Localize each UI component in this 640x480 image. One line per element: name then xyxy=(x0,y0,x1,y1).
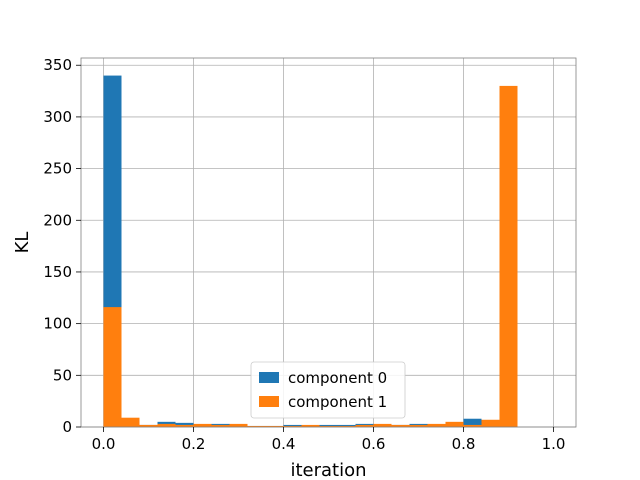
y-tick-label: 200 xyxy=(43,211,72,229)
bar-component-1-bin-20 xyxy=(463,424,482,427)
x-axis-label: iteration xyxy=(290,460,366,480)
bar-component-1-bin-18 xyxy=(427,423,446,427)
bar-component-1-bin-7 xyxy=(229,423,248,427)
bar-component-1-bin-8 xyxy=(247,425,266,427)
y-tick-label: 0 xyxy=(62,418,72,436)
bar-component-1-bin-19 xyxy=(445,421,464,427)
bar-component-0-bin-20 xyxy=(463,418,482,427)
legend-swatch-component-1 xyxy=(259,396,279,407)
legend: component 0 component 1 xyxy=(250,361,406,419)
bar-component-0-bin-12 xyxy=(319,424,338,427)
legend-swatch-component-0 xyxy=(259,372,279,383)
x-axis: 0.0 0.2 0.4 0.6 0.8 1.0 xyxy=(92,427,566,453)
bar-component-1-bin-3 xyxy=(157,423,176,427)
bar-component-0-bin-10 xyxy=(283,424,302,427)
y-tick-label: 350 xyxy=(43,56,72,74)
x-tick-label: 0.2 xyxy=(182,435,206,453)
bar-component-1-bin-22 xyxy=(499,85,518,427)
bar-component-1-bin-14 xyxy=(355,424,374,427)
bar-component-1-bin-11 xyxy=(301,424,320,427)
legend-frame xyxy=(250,361,406,419)
bar-component-1-bin-17 xyxy=(409,424,428,427)
bar-component-1-bin-13 xyxy=(337,425,356,427)
bar-component-1-bin-10 xyxy=(283,425,302,427)
bar-component-1-bin-9 xyxy=(265,425,284,427)
y-tick-label: 300 xyxy=(43,108,72,126)
bar-component-1-bin-0 xyxy=(103,307,122,427)
plot-frame xyxy=(80,57,577,428)
bar-component-1-bin-12 xyxy=(319,425,338,427)
x-tick-label: 1.0 xyxy=(542,435,566,453)
y-tick-label: 100 xyxy=(43,315,72,333)
y-axis: 0 50 100 150 200 250 300 350 xyxy=(43,56,81,436)
bar-component-1-bin-4 xyxy=(175,424,194,427)
series-component-1-bars xyxy=(103,85,518,427)
x-tick-label: 0.4 xyxy=(272,435,296,453)
y-axis-label: KL xyxy=(12,232,33,254)
bar-component-1-bin-6 xyxy=(211,424,230,427)
y-tick-label: 150 xyxy=(43,263,72,281)
bar-component-1-bin-1 xyxy=(121,417,140,427)
legend-label-component-1: component 1 xyxy=(288,393,387,411)
bar-component-1-bin-16 xyxy=(391,424,410,427)
x-tick-label: 0.8 xyxy=(452,435,476,453)
bar-component-1-bin-2 xyxy=(139,424,158,427)
y-tick-label: 250 xyxy=(43,160,72,178)
x-tick-label: 0.6 xyxy=(362,435,386,453)
bar-component-1-bin-21 xyxy=(481,419,500,427)
legend-label-component-0: component 0 xyxy=(288,369,387,387)
bar-component-1-bin-5 xyxy=(193,423,212,427)
bar-component-0-bin-13 xyxy=(337,424,356,427)
y-tick-label: 50 xyxy=(53,366,72,384)
x-tick-label: 0.0 xyxy=(92,435,116,453)
bar-component-1-bin-15 xyxy=(373,423,392,427)
